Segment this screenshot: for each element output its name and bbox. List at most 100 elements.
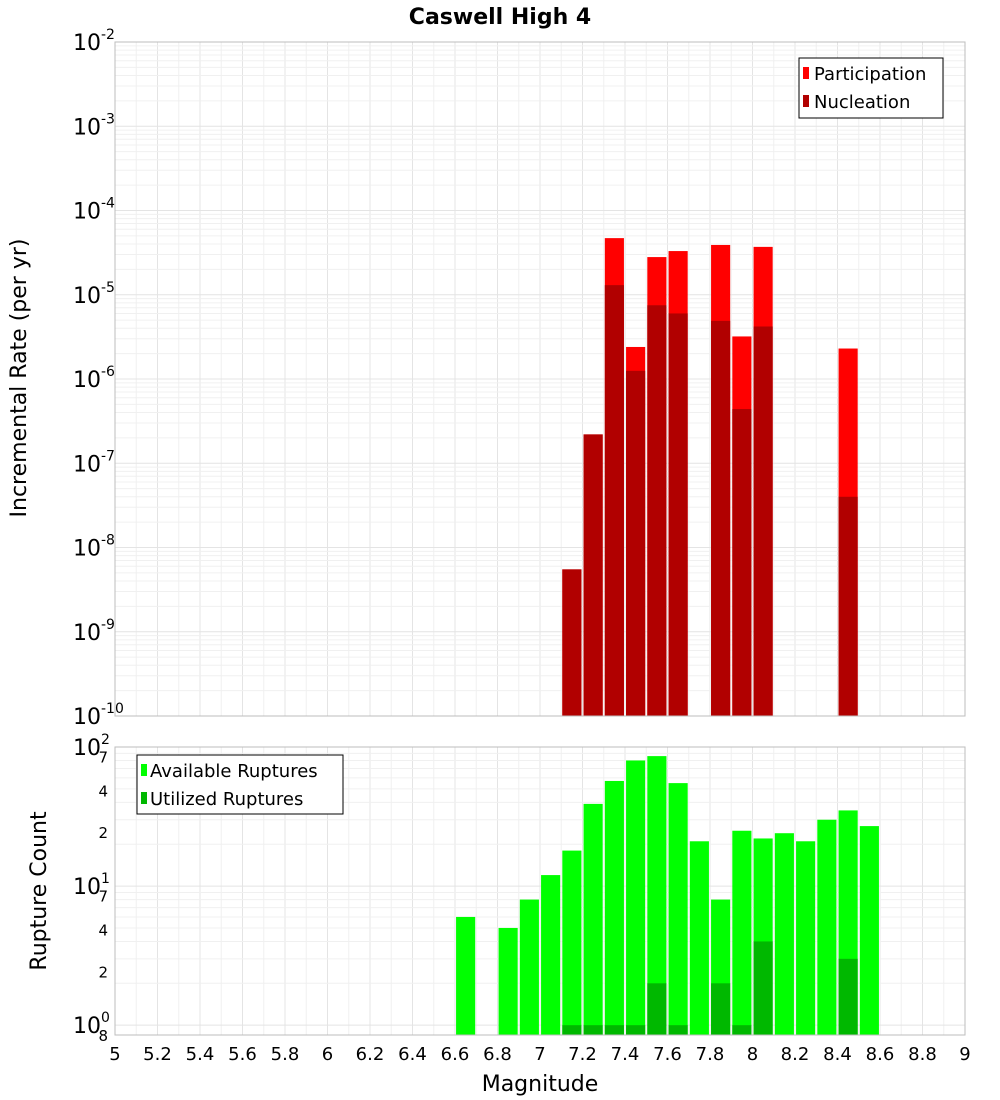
top-y-tick-label: 10-5 <box>73 280 115 309</box>
bottom-y-tick-label: 102 <box>73 732 110 761</box>
top-y-tick-label: 10-2 <box>73 27 115 56</box>
rupture-count-bar-a <box>647 756 667 1035</box>
x-tick-label: 5 <box>109 1044 120 1065</box>
x-tick-label: 9 <box>959 1044 970 1065</box>
participation-nucleation-bar-b <box>583 434 603 716</box>
x-tick-label: 8.6 <box>866 1044 895 1065</box>
legend-top-box <box>798 57 944 119</box>
rupture-count-bar-a <box>668 783 688 1035</box>
rupture-count-bar-a <box>583 803 603 1035</box>
participation-nucleation-bar-b <box>753 326 773 716</box>
rupture-count-bar-a <box>689 841 709 1035</box>
bottom-y-edge-tick-label: 8 <box>98 1027 108 1045</box>
rupture-count-bar-b <box>583 1025 603 1035</box>
x-tick-label: 5.2 <box>143 1044 172 1065</box>
rupture-count-bar-a <box>859 826 879 1035</box>
bottom-y-tick-label: 101 <box>73 871 110 900</box>
rupture-count-bar-b <box>753 941 773 1035</box>
plot-frames <box>114 41 966 1036</box>
bottom-y-minor-tick-label: 2 <box>98 963 108 981</box>
x-tick-label: 5.6 <box>228 1044 257 1065</box>
rupture-count-bar-a <box>626 760 646 1035</box>
x-tick-label: 7 <box>534 1044 545 1065</box>
legend-top: Participation Nucleation <box>798 57 944 119</box>
legend-label-utilized: Utilized Ruptures <box>150 789 303 810</box>
bottom-y-minor-tick-label: 7 <box>98 749 108 767</box>
top-y-axis-label: Incremental Rate (per yr) <box>7 239 32 518</box>
rupture-count-bar-b <box>711 983 731 1035</box>
rupture-count-bar-a <box>456 916 476 1035</box>
chart-title: Caswell High 4 <box>409 5 591 30</box>
top-y-tick-label: 10-7 <box>73 448 115 477</box>
x-tick-label: 7.4 <box>611 1044 640 1065</box>
x-tick-label: 6.6 <box>441 1044 470 1065</box>
rupture-count-bar-b <box>626 1025 646 1035</box>
legend-bottom: Available Ruptures Utilized Ruptures <box>136 754 344 815</box>
bar-layer <box>456 238 879 1035</box>
top-y-tick-label: 10-4 <box>73 196 115 225</box>
bottom-y-minor-tick-label: 4 <box>98 921 108 939</box>
legend-swatch-utilized <box>141 792 147 804</box>
participation-nucleation-bar-b <box>711 320 731 716</box>
tick-labels: 10-10 10-9 10-8 10-7 10-6 10-5 10-4 10-3 10-2 100… <box>73 27 971 1065</box>
top-y-tick-label: 10-8 <box>73 533 115 562</box>
legend-swatch-participation <box>803 67 809 79</box>
rupture-count-bar-b <box>647 983 667 1035</box>
top-plot-frame <box>114 41 966 717</box>
rupture-count-bar-a <box>519 899 539 1035</box>
bottom-y-minor-tick-label: 4 <box>98 782 108 800</box>
top-y-tick-label: 10-9 <box>73 617 115 646</box>
participation-nucleation-bar-b <box>562 569 582 716</box>
legend-swatch-nucleation <box>803 95 809 107</box>
top-y-tick-label: 10-10 <box>73 701 124 730</box>
bottom-plot-frame <box>114 746 966 1036</box>
x-tick-label: 7.2 <box>568 1044 597 1065</box>
rupture-count-bar-a <box>796 841 816 1035</box>
gridlines <box>114 42 966 1035</box>
x-tick-label: 8.8 <box>908 1044 937 1065</box>
x-tick-label: 7.6 <box>653 1044 682 1065</box>
x-tick-label: 6 <box>322 1044 333 1065</box>
x-tick-label: 8.4 <box>823 1044 852 1065</box>
bottom-y-minor-tick-label: 7 <box>98 888 108 906</box>
bottom-y-tick-label: 100 <box>73 1010 110 1039</box>
x-tick-label: 8.2 <box>781 1044 810 1065</box>
x-tick-label: 6.2 <box>356 1044 385 1065</box>
legend-bottom-box <box>136 754 344 815</box>
x-tick-label: 6.4 <box>398 1044 427 1065</box>
rupture-count-bar-a <box>541 875 561 1035</box>
rupture-count-bar-a <box>774 833 794 1035</box>
rupture-count-bar-b <box>604 1025 624 1035</box>
top-y-tick-label: 10-3 <box>73 111 115 140</box>
participation-nucleation-bar-b <box>626 370 646 716</box>
rupture-count-bar-b <box>562 1025 582 1035</box>
participation-nucleation-bar-b <box>838 496 858 716</box>
x-axis-label: Magnitude <box>482 1072 599 1097</box>
bottom-y-axis-label: Rupture Count <box>27 811 52 971</box>
x-tick-label: 6.8 <box>483 1044 512 1065</box>
rupture-count-bar-a <box>498 927 518 1035</box>
rupture-count-bar-a <box>732 830 752 1035</box>
x-tick-label: 8 <box>747 1044 758 1065</box>
rupture-count-bar-b <box>838 958 858 1035</box>
x-tick-label: 5.4 <box>186 1044 215 1065</box>
rupture-count-bar-b <box>732 1025 752 1035</box>
top-y-tick-label: 10-6 <box>73 364 115 393</box>
bottom-y-minor-tick-label: 2 <box>98 824 108 842</box>
x-tick-label: 5.8 <box>271 1044 300 1065</box>
x-tick-label: 7.8 <box>696 1044 725 1065</box>
legend-swatch-available <box>141 764 147 776</box>
rupture-count-bar-a <box>817 819 837 1035</box>
participation-nucleation-bar-b <box>604 285 624 716</box>
participation-nucleation-bar-b <box>668 313 688 716</box>
rupture-count-bar-b <box>668 1025 688 1035</box>
participation-nucleation-bar-b <box>732 409 752 716</box>
legend-label-nucleation: Nucleation <box>814 92 910 113</box>
legend-label-available: Available Ruptures <box>150 761 318 782</box>
rupture-count-bar-a <box>562 850 582 1035</box>
rupture-count-bar-a <box>604 780 624 1035</box>
legend-label-participation: Participation <box>814 64 926 85</box>
participation-nucleation-bar-b <box>647 305 667 716</box>
